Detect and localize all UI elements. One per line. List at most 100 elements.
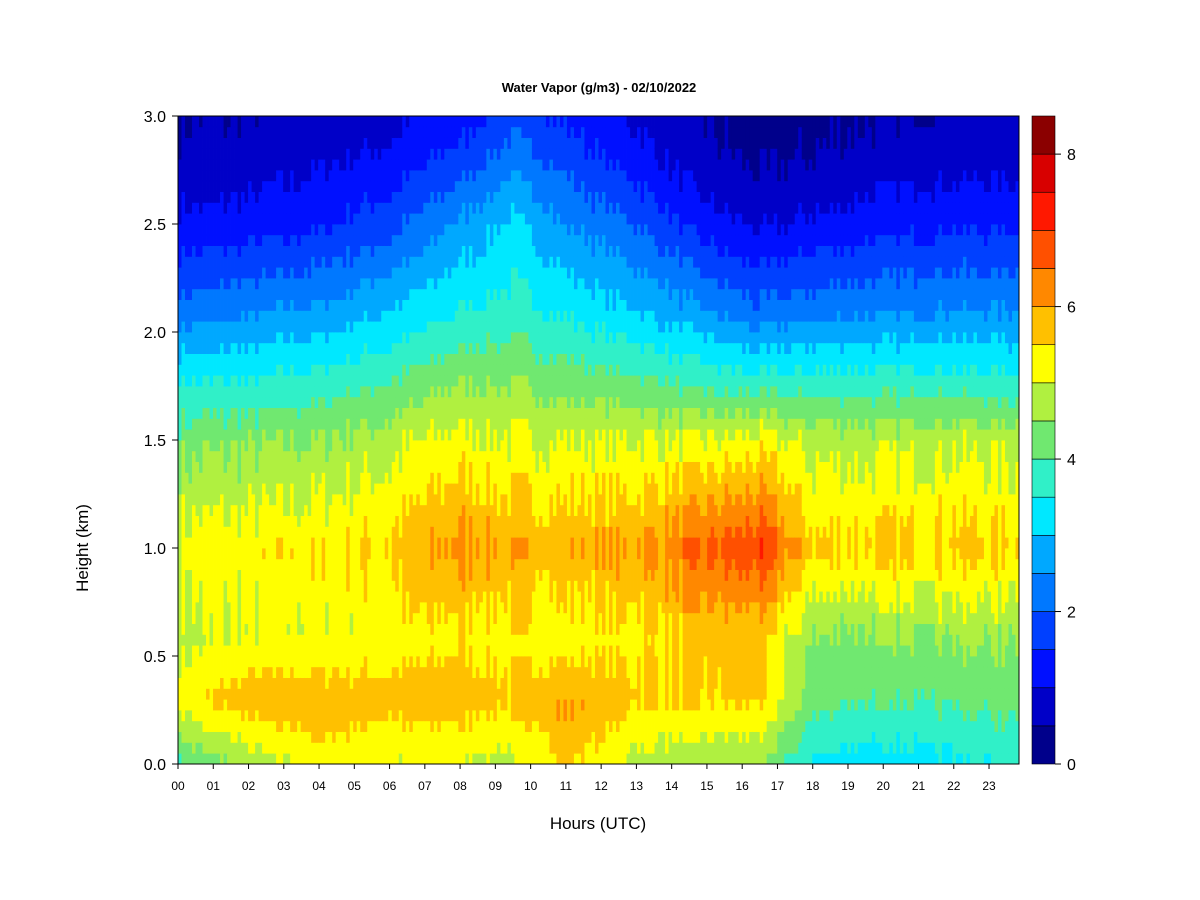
heatmap-cell (188, 396, 193, 408)
heatmap-cell (290, 720, 295, 732)
heatmap-cell (251, 148, 256, 160)
heatmap-cell (349, 666, 354, 678)
heatmap-cell (363, 342, 368, 354)
heatmap-cell (269, 623, 274, 635)
heatmap-cell (279, 234, 284, 246)
heatmap-cell (356, 407, 361, 419)
heatmap-cell (220, 332, 224, 344)
heatmap-cell (451, 699, 456, 711)
heatmap-cell (248, 699, 252, 711)
heatmap-cell (433, 245, 438, 257)
heatmap-cell (300, 710, 305, 722)
heatmap-cell (388, 450, 393, 462)
heatmap-cell (405, 440, 410, 452)
heatmap-cell (363, 461, 368, 473)
heatmap-cell (402, 688, 407, 700)
heatmap-cell (381, 753, 386, 765)
heatmap-cell (416, 180, 421, 192)
heatmap-cell (465, 278, 470, 290)
heatmap-cell (311, 548, 316, 560)
heatmap-cell (447, 332, 452, 344)
heatmap-cell (426, 623, 431, 635)
heatmap-cell (300, 180, 305, 192)
heatmap-cell (468, 710, 473, 722)
heatmap-cell (286, 126, 291, 138)
heatmap-cell (241, 461, 245, 473)
heatmap-cell (178, 418, 182, 430)
heatmap-cell (367, 526, 372, 538)
heatmap-cell (272, 191, 277, 203)
heatmap-cell (391, 137, 396, 149)
heatmap-cell (223, 591, 228, 603)
heatmap-cell (454, 623, 459, 635)
heatmap-cell (223, 321, 228, 333)
heatmap-cell (377, 440, 382, 452)
heatmap-cell (349, 364, 354, 376)
heatmap-cell (356, 731, 361, 743)
heatmap-cell (192, 288, 196, 300)
heatmap-cell (297, 526, 302, 538)
heatmap-cell (374, 386, 379, 398)
heatmap-cell (328, 699, 333, 711)
heatmap-cell (409, 202, 414, 214)
heatmap-cell (286, 580, 291, 592)
heatmap-cell (237, 612, 242, 624)
heatmap-cell (423, 202, 428, 214)
heatmap-cell (440, 666, 445, 678)
heatmap-cell (458, 677, 463, 689)
heatmap-cell (255, 526, 259, 538)
heatmap-cell (307, 699, 312, 711)
heatmap-cell (248, 224, 252, 236)
heatmap-cell (451, 213, 456, 225)
heatmap-cell (332, 710, 337, 722)
heatmap-cell (349, 396, 354, 408)
heatmap-cell (199, 666, 203, 678)
heatmap-cell (465, 310, 470, 322)
heatmap-cell (391, 321, 396, 333)
heatmap-cell (433, 504, 438, 516)
heatmap-cell (423, 537, 428, 549)
heatmap-cell (447, 396, 452, 408)
heatmap-cell (223, 710, 228, 722)
heatmap-cell (437, 407, 442, 419)
heatmap-cell (370, 245, 375, 257)
heatmap-cell (444, 191, 449, 203)
heatmap-cell (321, 612, 326, 624)
heatmap-cell (402, 321, 407, 333)
heatmap-cell (398, 472, 403, 484)
heatmap-cell (262, 245, 267, 257)
heatmap-cell (430, 429, 435, 441)
heatmap-cell (181, 753, 186, 765)
heatmap-cell (311, 213, 316, 225)
heatmap-cell (234, 450, 238, 462)
heatmap-cell (255, 645, 259, 657)
heatmap-cell (468, 742, 473, 754)
heatmap-cell (440, 364, 445, 376)
heatmap-cell (279, 720, 284, 732)
heatmap-cell (195, 126, 200, 138)
heatmap-cell (318, 710, 323, 722)
heatmap-cell (272, 612, 277, 624)
heatmap-cell (349, 321, 354, 333)
heatmap-cell (465, 386, 470, 398)
heatmap-cell (332, 224, 337, 236)
heatmap-cell (363, 224, 368, 236)
heatmap-cell (297, 310, 302, 322)
heatmap-cell (293, 461, 298, 473)
heatmap-cell (311, 515, 316, 527)
heatmap-cell (265, 288, 270, 300)
heatmap-cell (209, 494, 214, 506)
heatmap-cell (265, 213, 270, 225)
heatmap-cell (367, 634, 372, 646)
heatmap-cell (367, 267, 372, 279)
heatmap-cell (265, 126, 270, 138)
heatmap-cell (279, 677, 284, 689)
heatmap-cell (430, 126, 435, 138)
heatmap-cell (199, 548, 203, 560)
heatmap-cell (381, 494, 386, 506)
heatmap-cell (293, 656, 298, 668)
heatmap-cell (188, 504, 193, 516)
heatmap-cell (209, 504, 214, 516)
heatmap-cell (304, 375, 309, 387)
heatmap-cell (265, 666, 270, 678)
